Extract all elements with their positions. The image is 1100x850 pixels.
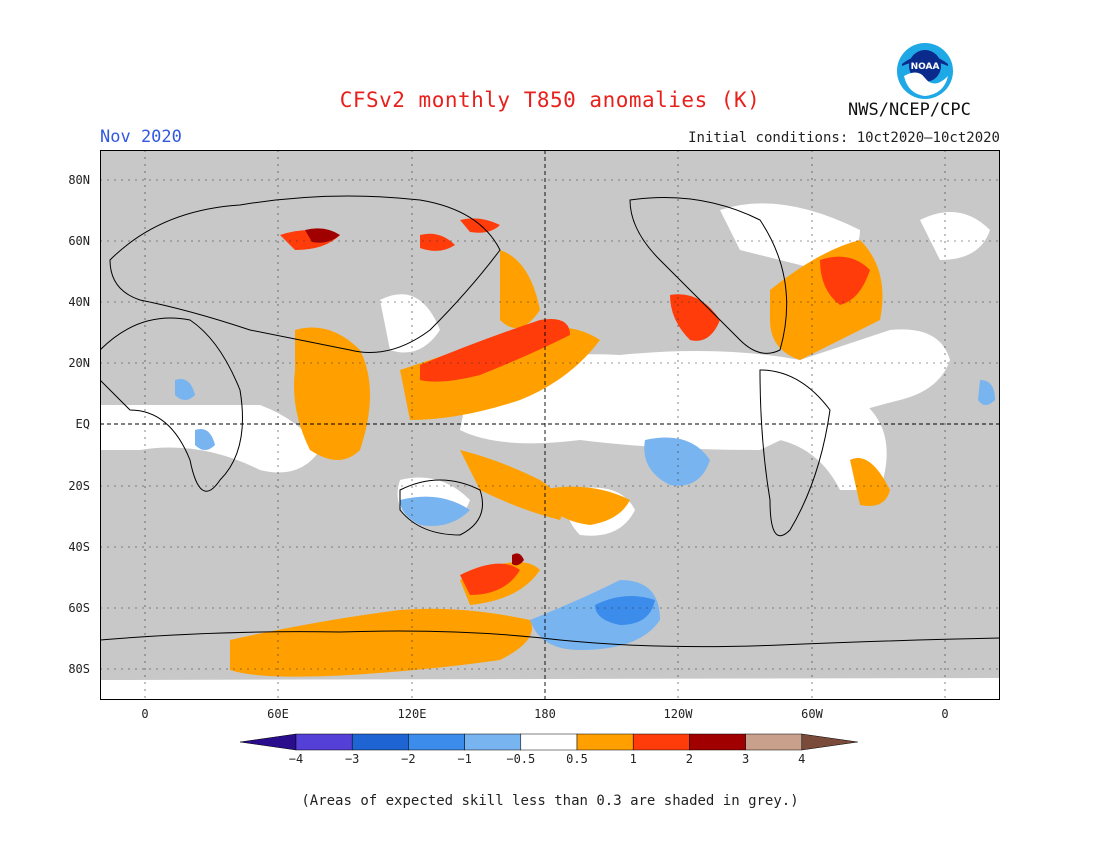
lat-label-60s: 60S [68, 601, 90, 615]
coastlines [100, 195, 1000, 648]
svg-text:NOAA: NOAA [911, 62, 940, 72]
lon-label-180: 180 [534, 707, 556, 721]
colorbar-tick-label: −3 [344, 752, 360, 766]
colorbar-segment [632, 733, 690, 751]
colorbar-segment [520, 733, 578, 751]
lon-label-120w: 120W [663, 707, 693, 721]
colorbar-tick-label: −0.5 [506, 752, 536, 766]
forecast-period: Nov 2020 [100, 127, 182, 147]
lon-label-120e: 120E [397, 707, 427, 721]
very-strong-warm-anomaly-nz [512, 553, 524, 566]
lat-label-40s: 40S [68, 540, 90, 554]
colorbar-segment [576, 733, 634, 751]
lat-label-20s: 20S [68, 479, 90, 493]
anomaly-map [100, 150, 1000, 700]
colorbar-segment-right-arrow [801, 733, 858, 751]
lat-label-80s: 80S [68, 662, 90, 676]
lat-label-80n: 80N [68, 173, 90, 187]
colorbar-segment [295, 733, 353, 751]
colorbar-tick-label: 2 [685, 752, 694, 766]
colorbar-segment [464, 733, 522, 751]
colorbar-tick-label: −1 [457, 752, 472, 766]
equator-dateline [100, 150, 1000, 700]
colorbar-tick-label: 4 [798, 752, 806, 766]
colorbar-segment [745, 733, 803, 751]
lon-label-0: 0 [141, 707, 149, 721]
warm-anomaly-regions [230, 240, 890, 677]
skill-footnote: (Areas of expected skill less than 0.3 a… [301, 793, 799, 809]
lon-label-0-east: 0 [941, 707, 949, 721]
strong-cool-anomaly [595, 596, 655, 625]
initial-conditions: Initial conditions: 10ct2020–10ct2020 [688, 130, 1000, 146]
graticule [100, 150, 1000, 700]
colorbar-tick-label: 0.5 [566, 752, 588, 766]
lon-label-60e: 60E [267, 707, 289, 721]
map-title: CFSv2 monthly T850 anomalies (K) [339, 88, 761, 112]
lon-label-60w: 60W [801, 707, 823, 721]
colorbar [240, 733, 858, 751]
lat-label-40n: 40N [68, 295, 90, 309]
very-strong-warm-anomaly [305, 228, 340, 243]
colorbar-tick-label: −4 [288, 752, 304, 766]
colorbar-tick-label: 1 [629, 752, 637, 766]
cool-anomaly-regions [175, 379, 995, 650]
colorbar-segment [351, 733, 409, 751]
strong-warm-anomaly-regions [280, 218, 870, 595]
lat-label-20n: 20N [68, 356, 90, 370]
colorbar-segment [408, 733, 465, 751]
colorbar-tick-label: 3 [741, 752, 750, 766]
lat-label-60n: 60N [68, 234, 90, 248]
map-frame [100, 150, 1000, 700]
colorbar-tick-label: −2 [401, 752, 416, 766]
agency-label: NWS/NCEP/CPC [848, 100, 971, 120]
noaa-logo: NOAA [897, 43, 953, 99]
lat-label-eq: EQ [75, 417, 90, 431]
colorbar-segment-left-arrow [240, 733, 297, 751]
colorbar-segment [689, 733, 746, 751]
